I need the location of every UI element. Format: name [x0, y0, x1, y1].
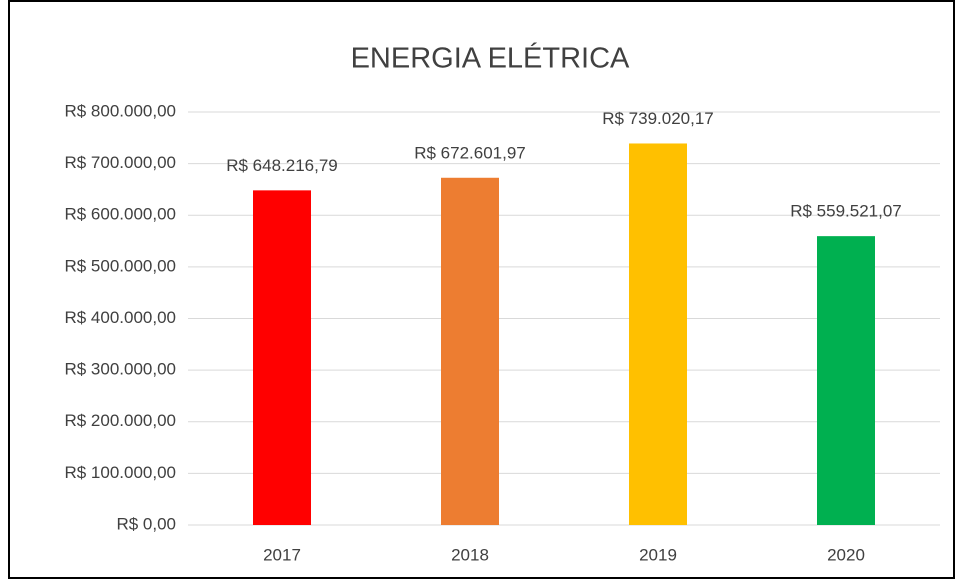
- data-label: R$ 648.216,79: [226, 156, 338, 175]
- chart-title: ENERGIA ELÉTRICA: [351, 42, 630, 75]
- data-label: R$ 739.020,17: [602, 109, 714, 128]
- x-tick-label: 2018: [451, 545, 489, 564]
- bar: [441, 177, 499, 525]
- y-tick-label: R$ 300.000,00: [64, 360, 176, 379]
- y-tick-label: R$ 400.000,00: [64, 308, 176, 327]
- y-tick-label: R$ 100.000,00: [64, 463, 176, 482]
- y-tick-label: R$ 600.000,00: [64, 205, 176, 224]
- y-tick-label: R$ 700.000,00: [64, 153, 176, 172]
- y-tick-label: R$ 200.000,00: [64, 411, 176, 430]
- data-label: R$ 559.521,07: [790, 202, 902, 221]
- y-tick-label: R$ 500.000,00: [64, 256, 176, 275]
- x-tick-label: 2020: [827, 545, 865, 564]
- y-tick-label: R$ 800.000,00: [64, 101, 176, 120]
- y-tick-label: R$ 0,00: [116, 514, 176, 533]
- x-tick-label: 2017: [263, 545, 301, 564]
- bar: [629, 143, 687, 525]
- bar: [817, 236, 875, 525]
- bar: [253, 190, 311, 525]
- data-label: R$ 672.601,97: [414, 143, 526, 162]
- x-tick-label: 2019: [639, 545, 677, 564]
